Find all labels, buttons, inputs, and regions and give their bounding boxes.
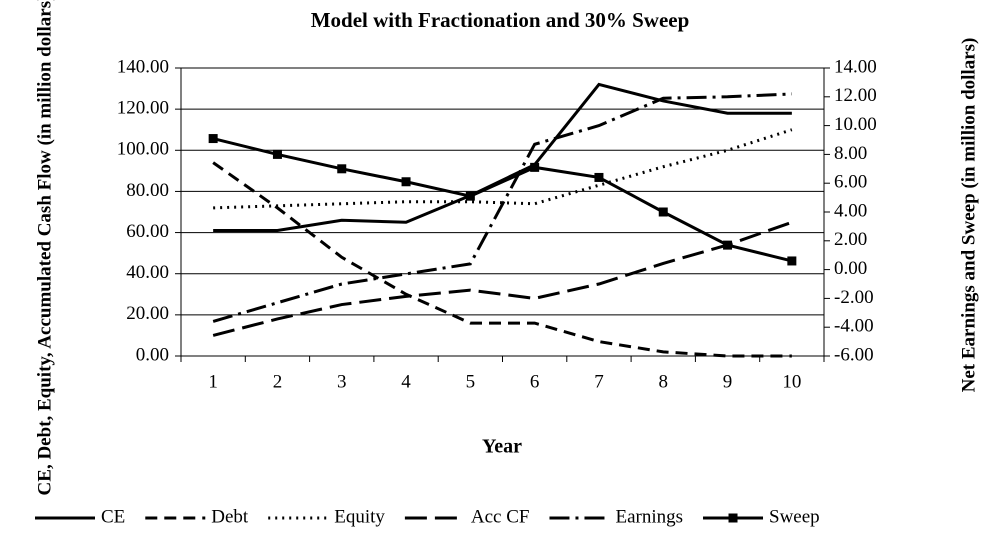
series-line (213, 82, 792, 233)
y2-tick-label: 2.00 (834, 229, 867, 250)
x-tick-label: 8 (659, 371, 669, 392)
y2-axis-title: Net Earnings and Sweep (in million dolla… (958, 38, 979, 393)
x-axis-title: Year (482, 436, 522, 458)
y-tick-label: 120.00 (117, 98, 169, 119)
x-tick-label: 6 (530, 371, 540, 392)
x-tick-label: 1 (208, 371, 218, 392)
x-tick-label: 3 (337, 371, 347, 392)
y2-tick-label: 4.00 (834, 200, 867, 221)
legend-label: Earnings (615, 506, 683, 527)
legend-label: Sweep (769, 506, 820, 527)
series-marker (530, 162, 540, 172)
x-tick-label: 10 (782, 371, 801, 392)
x-tick-label: 9 (723, 371, 733, 392)
series-marker (787, 256, 797, 266)
y2-tick-label: -6.00 (834, 344, 874, 365)
y2-tick-label: 8.00 (834, 143, 867, 164)
y-tick-label: 20.00 (126, 303, 169, 324)
x-tick-label: 2 (273, 371, 283, 392)
series-marker (272, 149, 282, 159)
legend-label: Debt (211, 506, 249, 527)
series-line (212, 161, 792, 358)
y2-tick-label: 10.00 (834, 114, 877, 135)
series-line (212, 137, 793, 263)
y-tick-label: 40.00 (126, 262, 169, 283)
series-line (213, 128, 793, 210)
series-marker (594, 172, 604, 182)
legend-label: Acc CF (471, 506, 530, 527)
y-tick-label: 0.00 (136, 344, 169, 365)
series-line (212, 220, 793, 337)
series-marker (465, 191, 475, 201)
series-marker (401, 177, 411, 187)
series-marker (208, 134, 218, 144)
series-marker (658, 207, 668, 217)
chart-title: Model with Fractionation and 30% Sweep (311, 8, 690, 32)
series-marker (723, 240, 733, 250)
y2-tick-label: -2.00 (834, 287, 874, 308)
series-line (212, 92, 792, 323)
y-tick-label: 100.00 (117, 139, 169, 160)
y2-tick-label: 6.00 (834, 172, 867, 193)
legend-label: CE (101, 506, 125, 527)
y2-tick-label: 12.00 (834, 85, 877, 106)
y-axis-title: CE, Debt, Equity, Accumulated Cash Flow … (34, 0, 55, 495)
legend-label: Equity (334, 506, 385, 527)
y-tick-label: 80.00 (126, 180, 169, 201)
x-tick-label: 7 (594, 371, 604, 392)
x-tick-label: 5 (466, 371, 476, 392)
y2-tick-label: 14.00 (834, 56, 877, 77)
y2-tick-label: -4.00 (834, 316, 874, 337)
y-tick-label: 60.00 (126, 221, 169, 242)
x-tick-label: 4 (401, 371, 411, 392)
y-tick-label: 140.00 (117, 56, 169, 77)
y2-tick-label: 0.00 (834, 258, 867, 279)
legend-marker (728, 513, 738, 523)
series-marker (337, 164, 347, 174)
